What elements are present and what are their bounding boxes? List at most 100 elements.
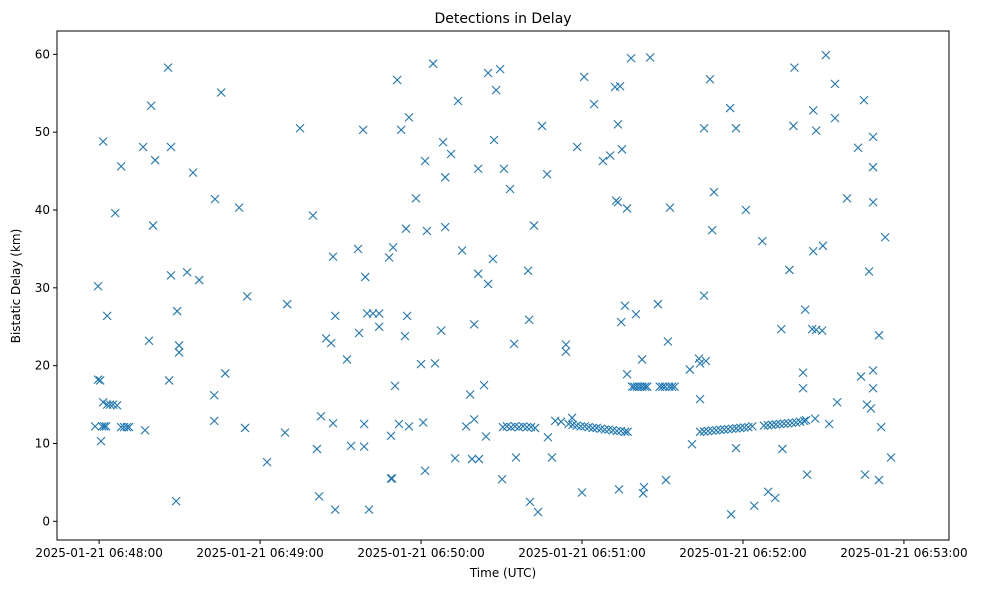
data-point [404, 113, 414, 122]
x-tick-label: 2025-01-21 06:49:00 [196, 546, 323, 560]
data-point [330, 505, 340, 515]
chart-title: Detections in Delay [434, 11, 571, 27]
data-point [240, 423, 250, 433]
data-point [174, 348, 184, 357]
data-point [547, 453, 557, 462]
data-point [699, 123, 709, 133]
y-tick-label: 10 [35, 436, 50, 450]
data-point [530, 423, 540, 433]
data-point [533, 507, 543, 517]
data-point [295, 123, 305, 133]
data-point [818, 241, 828, 251]
data-point [282, 299, 292, 309]
data-point [542, 169, 552, 179]
data-point [368, 309, 378, 318]
data-point [699, 427, 709, 436]
data-point [775, 419, 785, 429]
data-point [874, 475, 884, 485]
data-point [727, 424, 737, 434]
data-point [488, 254, 498, 264]
data-point [808, 105, 818, 115]
data-point [874, 330, 884, 340]
data-point [316, 411, 326, 421]
x-axis-label: Time (UTC) [469, 566, 536, 580]
data-point [731, 123, 741, 133]
data-point [830, 113, 840, 123]
data-point [715, 425, 725, 435]
x-tick-label: 2025-01-21 06:50:00 [357, 546, 484, 560]
data-point [626, 53, 636, 63]
data-point [617, 144, 627, 154]
data-point [665, 203, 675, 213]
data-point [830, 79, 840, 89]
data-point [353, 244, 363, 254]
data-point [522, 422, 532, 432]
data-point [701, 356, 711, 366]
data-point [711, 425, 721, 435]
data-point [465, 390, 475, 399]
data-point [450, 453, 460, 463]
data-point [567, 413, 577, 423]
data-point [685, 365, 695, 374]
data-point [401, 224, 411, 234]
y-axis: 0 10 20 30 40 50 60 [35, 47, 57, 528]
data-point [420, 156, 430, 166]
data-point [639, 482, 649, 492]
data-point [420, 466, 430, 476]
data-point [661, 475, 671, 485]
data-point [543, 432, 553, 442]
data-point [358, 125, 368, 135]
x-tick-label: 2025-01-21 06:51:00 [518, 546, 645, 560]
data-point [731, 423, 741, 433]
y-axis-label: Bistatic Delay (km) [9, 229, 23, 344]
data-point [695, 427, 705, 437]
y-tick-label: 50 [35, 125, 50, 139]
data-point [174, 341, 184, 350]
data-point [364, 505, 374, 515]
data-point [387, 474, 397, 483]
data-point [667, 382, 677, 392]
data-point [759, 421, 769, 430]
data-point [735, 423, 745, 433]
data-point [172, 306, 182, 316]
data-point [800, 305, 810, 315]
data-point [771, 420, 781, 429]
data-point [719, 425, 729, 434]
data-point [105, 400, 115, 409]
data-point [757, 236, 767, 246]
plot-area-frame [56, 30, 950, 541]
data-point [605, 151, 615, 160]
data-point [390, 381, 400, 391]
data-point [787, 418, 797, 428]
data-point [150, 155, 160, 165]
data-point [572, 142, 582, 152]
data-point [524, 315, 534, 325]
data-point [95, 376, 105, 385]
data-point [124, 422, 134, 432]
data-point [489, 135, 499, 145]
data-point [491, 85, 501, 95]
data-point [640, 382, 650, 392]
data-point [776, 324, 786, 334]
data-point [234, 203, 244, 213]
data-point [598, 156, 608, 166]
data-point [821, 50, 831, 60]
data-point [808, 246, 818, 256]
data-point [98, 397, 108, 407]
data-point [694, 354, 704, 364]
data-point [731, 443, 741, 453]
data-point [446, 149, 456, 159]
data-point [556, 417, 566, 427]
data-point [209, 390, 219, 400]
data-point [705, 74, 715, 84]
data-point [709, 187, 719, 197]
data-point [842, 193, 852, 203]
data-point [164, 376, 174, 385]
data-point [242, 292, 252, 301]
data-point [90, 421, 100, 431]
data-point [394, 419, 404, 429]
data-point [384, 253, 394, 262]
data-point [280, 428, 290, 437]
data-point [438, 137, 448, 147]
data-point [741, 205, 751, 215]
